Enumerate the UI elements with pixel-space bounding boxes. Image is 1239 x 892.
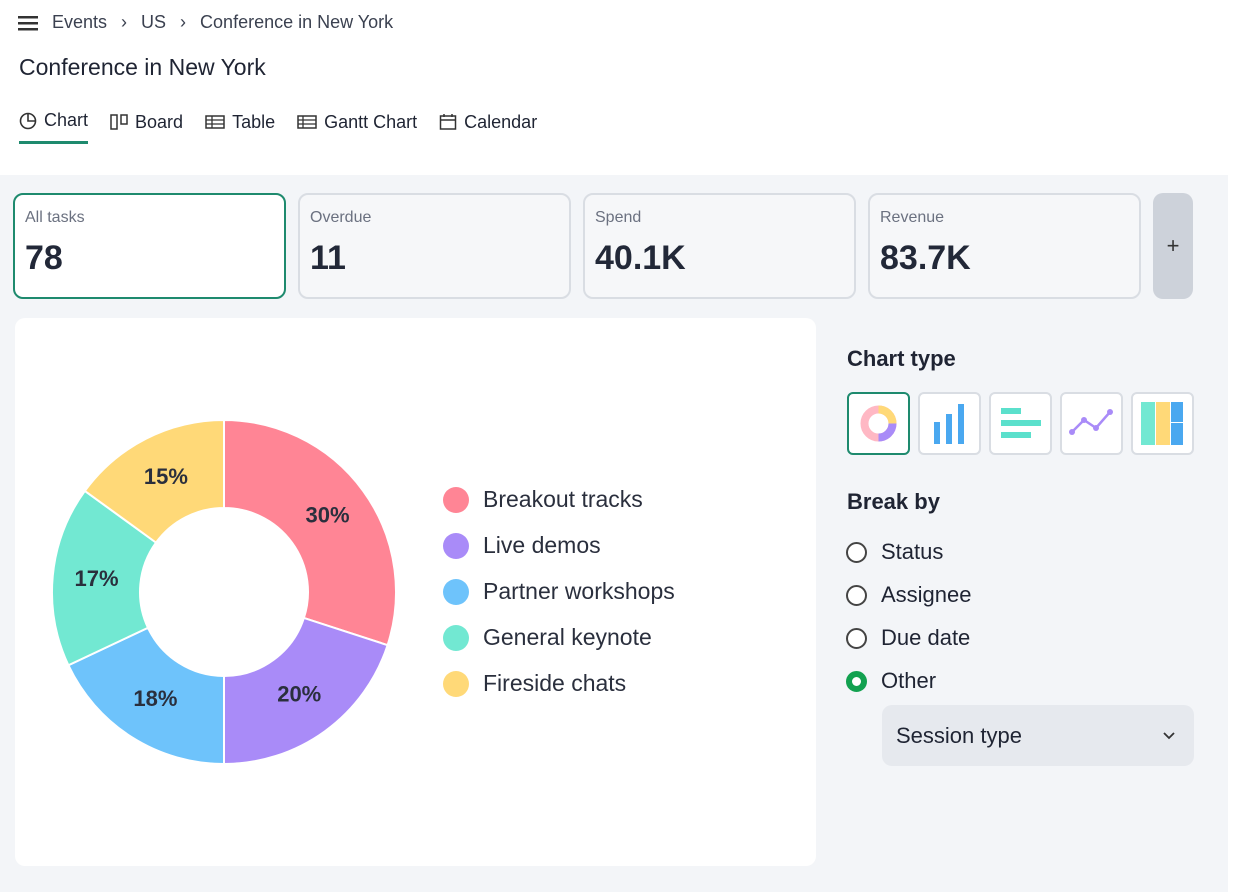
crumb[interactable]: Conference in New York <box>200 12 394 32</box>
stat-card[interactable]: All tasks 78 <box>13 193 286 299</box>
tab-icon <box>19 112 37 129</box>
stat-card[interactable]: Overdue 11 <box>298 193 571 299</box>
tab-icon <box>297 115 317 129</box>
crumb[interactable]: Events <box>52 12 108 32</box>
stat-label: Spend <box>595 209 642 226</box>
stat-label: Revenue <box>880 209 945 226</box>
tab-label: Chart <box>44 110 89 130</box>
chart-type-line[interactable] <box>1060 392 1123 455</box>
slice-label: 20% <box>277 681 321 706</box>
legend-label: Partner workshops <box>483 578 675 604</box>
chart-type-bar[interactable] <box>918 392 981 455</box>
legend-swatch <box>443 487 469 513</box>
chevron <box>1163 731 1175 739</box>
radio-button <box>846 541 867 563</box>
donut-slice <box>67 626 225 766</box>
tab[interactable]: Calendar <box>439 110 537 144</box>
tab-label: Gantt Chart <box>324 111 418 132</box>
breadcrumb: Events › US › Conference in New York <box>18 12 393 33</box>
chart: 30% Breakout tracks 20% Live demos 18% Partne… <box>51 418 675 766</box>
stat-value: 78 <box>25 239 63 277</box>
crumb[interactable]: US <box>141 12 167 32</box>
radio-button <box>846 670 867 692</box>
chart-type-hbar[interactable] <box>989 392 1052 455</box>
add-button[interactable]: + <box>1153 193 1193 299</box>
slice-label: 17% <box>75 566 119 591</box>
radio-button <box>846 584 867 606</box>
stat-label: All tasks <box>25 209 85 226</box>
slice-label: 15% <box>144 464 188 489</box>
radio-label: Due date <box>881 625 971 650</box>
radio-button <box>846 627 867 649</box>
icon <box>1141 402 1183 445</box>
icon <box>1001 408 1041 438</box>
view-tabs: Chart Board Table Gantt Chart Calendar <box>19 110 537 144</box>
stat-card[interactable]: Revenue 83.7K <box>868 193 1141 299</box>
chart-type-heading: Chart type <box>847 346 956 371</box>
chart-type-treemap[interactable] <box>1131 392 1194 455</box>
break-by-heading: Break by <box>847 489 940 514</box>
radio-option[interactable]: Status <box>846 539 943 565</box>
stat-card[interactable]: Spend 40.1K <box>583 193 856 299</box>
tab-label: Calendar <box>464 111 538 132</box>
dropdown-value: Session type <box>896 722 1022 748</box>
icon <box>934 404 964 444</box>
donut-slice <box>223 616 389 766</box>
tab-label: Board <box>135 111 184 132</box>
stat-value: 40.1K <box>595 239 686 277</box>
slice-label: 30% <box>306 503 350 528</box>
tab-label: Table <box>232 111 276 132</box>
radio-label: Other <box>881 668 937 693</box>
radio-option[interactable]: Other <box>846 668 936 694</box>
legend-label: General keynote <box>483 624 652 650</box>
icon <box>860 405 897 442</box>
tab[interactable]: Chart <box>19 110 89 144</box>
menu-icon[interactable] <box>18 15 38 31</box>
tab[interactable]: Gantt Chart <box>297 110 417 144</box>
tab-icon <box>205 115 225 129</box>
separator: › <box>180 12 187 32</box>
radio-option[interactable]: Assignee <box>846 582 972 608</box>
tab[interactable]: Board <box>110 110 183 144</box>
tab-icon <box>110 114 128 130</box>
legend-label: Live demos <box>483 532 601 558</box>
radio-label: Status <box>881 539 944 564</box>
separator: › <box>121 12 128 32</box>
donut-slice <box>51 489 158 667</box>
legend-swatch <box>443 533 469 559</box>
dropdown[interactable]: Session type <box>882 705 1194 766</box>
stat-value: 11 <box>310 239 346 277</box>
tab-icon <box>439 114 457 130</box>
legend-swatch <box>443 579 469 605</box>
slice-label: 18% <box>133 686 177 711</box>
radio-option[interactable]: Due date <box>846 625 970 651</box>
chart-card: 30% Breakout tracks 20% Live demos 18% Partne… <box>15 318 816 866</box>
tab[interactable]: Table <box>205 110 275 144</box>
stat-value: 83.7K <box>880 239 971 277</box>
legend-label: Breakout tracks <box>483 486 643 512</box>
radio-label: Assignee <box>881 582 972 607</box>
legend-swatch <box>443 671 469 697</box>
chart-type-donut[interactable] <box>847 392 910 455</box>
icon <box>1069 409 1113 435</box>
stat-label: Overdue <box>310 209 372 226</box>
donut-slice <box>223 418 397 647</box>
legend-swatch <box>443 625 469 651</box>
donut-slice <box>83 418 225 545</box>
page-title: Conference in New York <box>19 54 266 80</box>
legend-label: Fireside chats <box>483 670 626 696</box>
